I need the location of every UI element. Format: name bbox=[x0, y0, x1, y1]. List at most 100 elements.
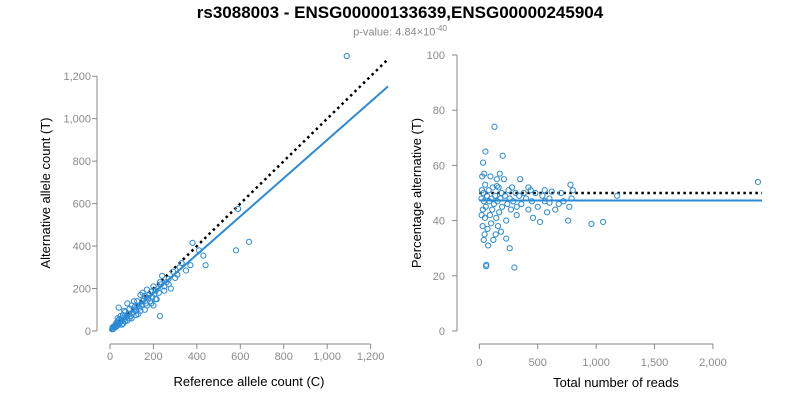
data-point bbox=[534, 203, 541, 210]
data-point bbox=[495, 184, 502, 191]
data-point bbox=[754, 178, 762, 186]
data-point bbox=[172, 274, 179, 282]
data-point bbox=[515, 192, 523, 199]
y-tick-label: 60 bbox=[433, 160, 445, 172]
y-tick-label: 400 bbox=[73, 241, 91, 253]
data-point bbox=[150, 283, 157, 290]
data-point bbox=[132, 311, 140, 319]
data-point bbox=[141, 306, 148, 313]
data-point bbox=[566, 203, 573, 210]
data-point bbox=[525, 206, 532, 213]
data-point bbox=[159, 272, 166, 279]
data-point bbox=[485, 242, 492, 249]
data-point bbox=[508, 184, 516, 191]
data-point bbox=[134, 298, 141, 305]
data-point bbox=[481, 214, 489, 221]
x-tick-label: 2,000 bbox=[699, 357, 727, 369]
data-point bbox=[481, 231, 488, 238]
data-point bbox=[156, 313, 164, 320]
data-point bbox=[548, 188, 555, 195]
data-point bbox=[494, 223, 502, 230]
data-point bbox=[489, 184, 496, 191]
data-point bbox=[235, 205, 242, 213]
data-point bbox=[482, 148, 489, 155]
data-point bbox=[493, 214, 500, 221]
data-point bbox=[169, 268, 177, 275]
data-point bbox=[482, 181, 489, 188]
data-point bbox=[503, 217, 510, 224]
x-tick-label: 0 bbox=[476, 357, 482, 369]
fit-line bbox=[109, 85, 389, 332]
data-point bbox=[483, 263, 490, 270]
data-point bbox=[182, 267, 190, 274]
data-point bbox=[484, 225, 491, 232]
data-point bbox=[479, 159, 487, 166]
data-point bbox=[493, 176, 500, 183]
data-point bbox=[558, 189, 565, 197]
data-point bbox=[121, 307, 128, 314]
data-point bbox=[600, 218, 607, 226]
data-point bbox=[139, 289, 146, 296]
x-tick-label: 600 bbox=[231, 351, 249, 363]
data-point bbox=[569, 187, 576, 194]
data-point bbox=[504, 200, 511, 208]
data-point bbox=[135, 302, 142, 309]
data-point bbox=[200, 252, 207, 259]
data-point bbox=[511, 264, 518, 271]
x-tick-label: 800 bbox=[275, 351, 293, 363]
data-point bbox=[513, 211, 520, 219]
data-point bbox=[490, 236, 497, 244]
data-point bbox=[496, 209, 503, 216]
data-point bbox=[150, 302, 157, 309]
x-tick-label: 1,200 bbox=[357, 351, 385, 363]
data-point bbox=[529, 214, 537, 221]
data-point bbox=[165, 281, 172, 288]
data-point bbox=[486, 211, 493, 219]
y-axis-label: Alternative allele count (T) bbox=[38, 117, 53, 268]
data-point bbox=[543, 209, 551, 216]
y-tick-label: 80 bbox=[433, 105, 445, 117]
data-point bbox=[152, 296, 159, 303]
data-point bbox=[567, 181, 574, 188]
x-tick-label: 200 bbox=[144, 351, 162, 363]
data-point bbox=[513, 203, 520, 210]
y-tick-label: 200 bbox=[73, 284, 91, 296]
data-point bbox=[115, 304, 122, 311]
data-point bbox=[497, 228, 505, 235]
data-point bbox=[506, 245, 513, 252]
data-point bbox=[114, 315, 121, 322]
p-value-exponent: -40 bbox=[435, 24, 447, 33]
data-point bbox=[555, 200, 562, 208]
y-tick-label: 40 bbox=[433, 216, 445, 228]
data-point bbox=[487, 173, 494, 180]
data-point bbox=[492, 192, 499, 199]
plot-1: 0 200 400 600 800 1,000 1,200 0 200 400 600 800 1,00… bbox=[38, 52, 389, 389]
data-point bbox=[489, 206, 496, 213]
x-tick-label: 0 bbox=[107, 351, 113, 363]
data-point bbox=[479, 173, 486, 180]
data-point bbox=[187, 262, 194, 269]
data-point bbox=[520, 189, 527, 197]
data-point bbox=[491, 123, 498, 130]
reference-line bbox=[109, 58, 389, 332]
data-point bbox=[109, 326, 116, 333]
data-point bbox=[245, 238, 253, 245]
data-point bbox=[143, 286, 151, 293]
data-point bbox=[487, 220, 495, 227]
data-point bbox=[503, 235, 510, 242]
data-point bbox=[479, 206, 486, 213]
data-point bbox=[124, 300, 131, 307]
data-point bbox=[541, 187, 548, 194]
plot-2: 0 20 40 60 80 100 0 500 1,000 1,500 2,000 Total num… bbox=[409, 50, 762, 390]
y-tick-label: 600 bbox=[73, 199, 91, 211]
data-point bbox=[539, 192, 546, 199]
x-tick-label: 1,000 bbox=[313, 351, 341, 363]
x-tick-label: 1,500 bbox=[641, 357, 669, 369]
data-point bbox=[479, 223, 486, 230]
x-tick-label: 400 bbox=[188, 351, 206, 363]
data-point bbox=[478, 187, 486, 194]
data-point bbox=[614, 192, 621, 199]
y-tick-label: 20 bbox=[433, 271, 445, 283]
data-point bbox=[202, 262, 209, 269]
